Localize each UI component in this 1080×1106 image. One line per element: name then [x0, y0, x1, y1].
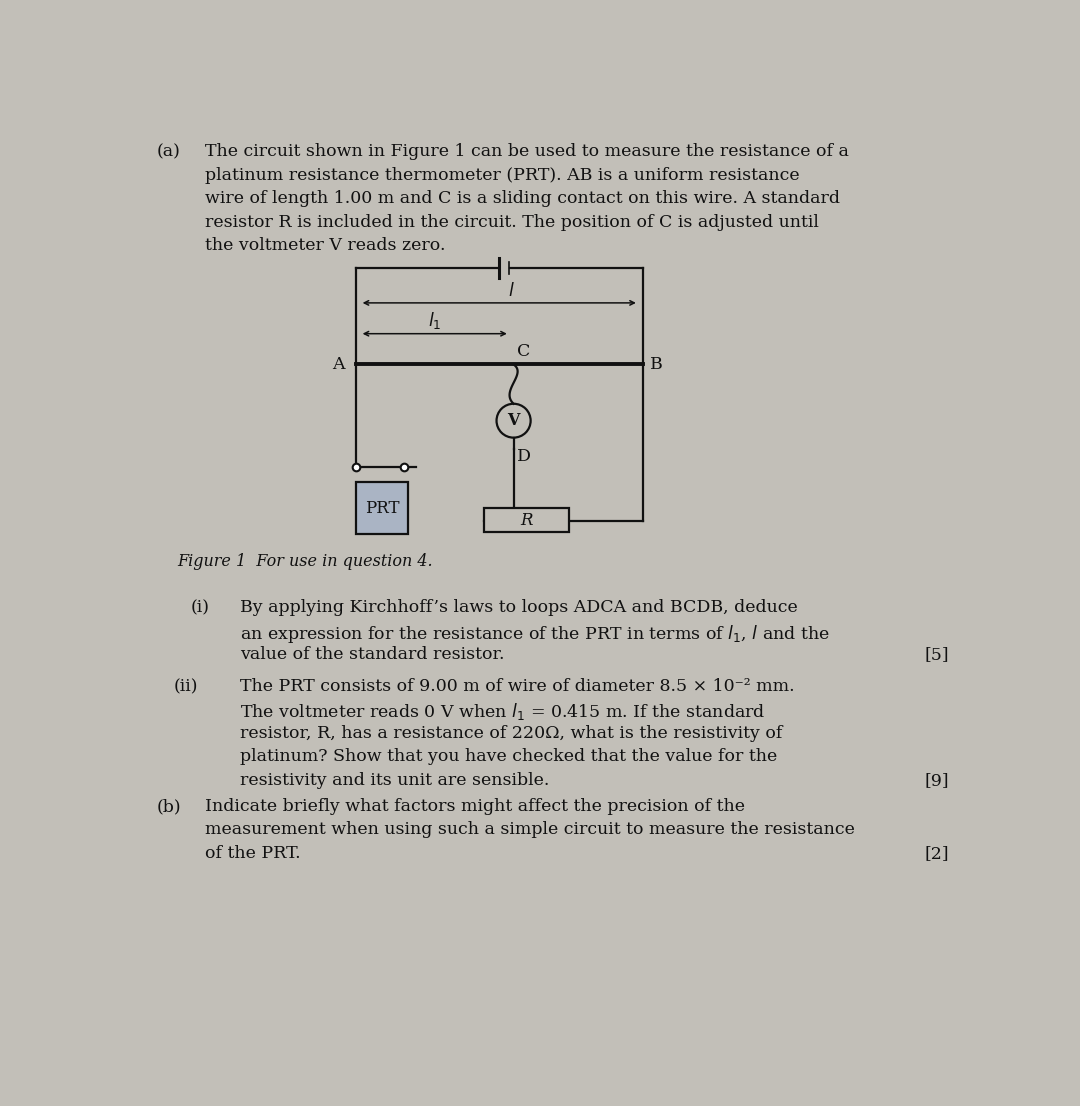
Text: B: B: [650, 356, 663, 373]
Text: V: V: [508, 413, 519, 429]
Text: an expression for the resistance of the PRT in terms of $l_1$, $l$ and the: an expression for the resistance of the …: [240, 623, 829, 645]
Text: By applying Kirchhoff’s laws to loops ADCA and BCDB, deduce: By applying Kirchhoff’s laws to loops AD…: [240, 599, 797, 616]
Text: platinum resistance thermometer (PRT). AB is a uniform resistance: platinum resistance thermometer (PRT). A…: [205, 167, 799, 184]
Text: The voltmeter reads 0 V when $l_1$ = 0.415 m. If the standard: The voltmeter reads 0 V when $l_1$ = 0.4…: [240, 701, 766, 722]
Text: D: D: [516, 448, 530, 465]
Text: resistor, R, has a resistance of 220Ω, what is the resistivity of: resistor, R, has a resistance of 220Ω, w…: [240, 724, 782, 742]
Text: $l$: $l$: [508, 282, 514, 300]
Text: measurement when using such a simple circuit to measure the resistance: measurement when using such a simple cir…: [205, 822, 854, 838]
Text: wire of length 1.00 m and C is a sliding contact on this wire. A standard: wire of length 1.00 m and C is a sliding…: [205, 190, 840, 208]
Text: [2]: [2]: [924, 845, 948, 862]
Text: The circuit shown in Figure 1 can be used to measure the resistance of a: The circuit shown in Figure 1 can be use…: [205, 144, 849, 160]
Bar: [356, 482, 408, 534]
Text: The PRT consists of 9.00 m of wire of diameter 8.5 × 10⁻² mm.: The PRT consists of 9.00 m of wire of di…: [240, 678, 794, 695]
Text: (i): (i): [191, 599, 210, 616]
Text: C: C: [516, 343, 530, 359]
Text: (ii): (ii): [174, 678, 199, 695]
Text: [9]: [9]: [924, 772, 948, 789]
Text: $l_1$: $l_1$: [428, 310, 442, 331]
Text: PRT: PRT: [365, 500, 400, 517]
Text: R: R: [521, 512, 532, 529]
Text: Indicate briefly what factors might affect the precision of the: Indicate briefly what factors might affe…: [205, 799, 745, 815]
Text: [5]: [5]: [924, 646, 948, 664]
Text: of the PRT.: of the PRT.: [205, 845, 300, 862]
Text: resistor R is included in the circuit. The position of C is adjusted until: resistor R is included in the circuit. T…: [205, 213, 819, 231]
Text: the voltmeter V reads zero.: the voltmeter V reads zero.: [205, 238, 445, 254]
Text: resistivity and its unit are sensible.: resistivity and its unit are sensible.: [240, 772, 549, 789]
Text: (a): (a): [157, 144, 180, 160]
Text: platinum? Show that you have checked that the value for the: platinum? Show that you have checked tha…: [240, 749, 777, 765]
Text: A: A: [332, 356, 345, 373]
Text: Figure 1  For use in question 4.: Figure 1 For use in question 4.: [177, 553, 433, 570]
Bar: [484, 509, 569, 532]
Text: (b): (b): [157, 799, 181, 815]
Text: value of the standard resistor.: value of the standard resistor.: [240, 646, 504, 664]
